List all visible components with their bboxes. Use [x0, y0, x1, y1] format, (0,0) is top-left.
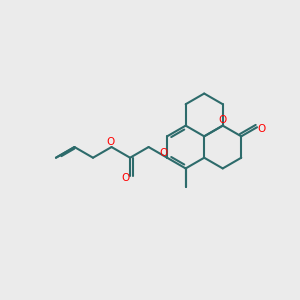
Text: O: O	[257, 124, 266, 134]
Text: O: O	[219, 115, 227, 125]
Text: O: O	[106, 137, 114, 147]
Text: O: O	[122, 173, 130, 183]
Text: O: O	[159, 148, 168, 158]
